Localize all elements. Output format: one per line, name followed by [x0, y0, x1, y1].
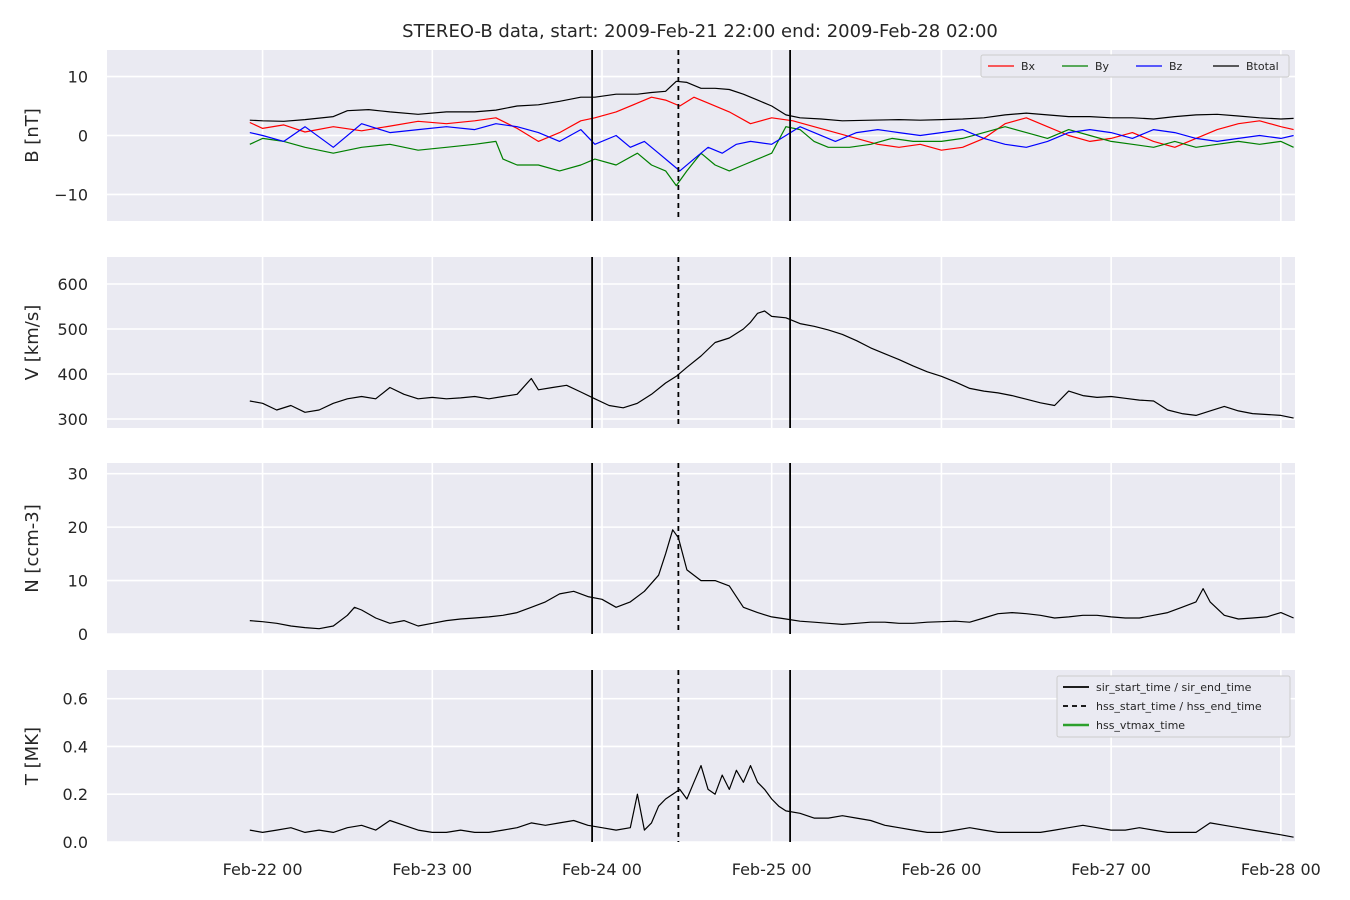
panel-N: 0 10 20 30 N [ccm-3] — [22, 463, 1295, 644]
x-tick-label: Feb-25 00 — [732, 860, 812, 879]
panel-V: 300 400 500 600 V [km/s] — [22, 257, 1295, 429]
panel-V-y-tick-label: 600 — [57, 275, 88, 294]
panel-B-y-tick-label: −10 — [54, 185, 88, 204]
panel-V-y-tick-label: 500 — [57, 320, 88, 339]
legend-b-label-Btotal: Btotal — [1246, 60, 1279, 73]
x-tick-label: Feb-27 00 — [1071, 860, 1151, 879]
x-tick-label: Feb-22 00 — [223, 860, 303, 879]
legend-b-frame — [980, 54, 1290, 78]
panel-T-y-tick-label: 0.0 — [63, 833, 88, 852]
legend-events-label-0: sir_start_time / sir_end_time — [1096, 681, 1252, 694]
legend-b-label-Bz: Bz — [1169, 60, 1183, 73]
series-Btotal — [249, 80, 1294, 122]
panel-T: 0.0 0.2 0.4 0.6 T [MK] sir_start_time / sir_e… — [22, 670, 1295, 852]
panel-V-y-axis-label: V [km/s] — [22, 305, 43, 380]
series-T — [249, 765, 1294, 838]
chart-title: STEREO-B data, start: 2009-Feb-21 22:00 … — [402, 21, 998, 42]
series-By — [249, 126, 1294, 187]
panel-V-y-tick-label: 300 — [57, 410, 88, 429]
panel-N-y-tick-label: 20 — [68, 518, 88, 537]
panel-V-background — [107, 257, 1295, 428]
legend-events-label-2: hss_vtmax_time — [1096, 719, 1185, 732]
panel-B-y-axis-label: B [nT] — [22, 108, 43, 163]
series-N — [249, 529, 1294, 630]
panel-B-y-tick-label: 0 — [78, 127, 88, 146]
series-Bx — [249, 96, 1294, 151]
series-V — [249, 310, 1294, 419]
panel-N-y-tick-label: 0 — [78, 625, 88, 644]
legend-b-label-Bx: Bx — [1021, 60, 1036, 73]
panel-T-y-tick-label: 0.4 — [63, 737, 88, 756]
panel-N-y-tick-label: 30 — [68, 465, 88, 484]
legend-events-label-1: hss_start_time / hss_end_time — [1096, 700, 1262, 713]
x-axis-ticks: Feb-22 00 Feb-23 00 Feb-24 00 Feb-25 00 Feb-… — [223, 860, 1321, 879]
panel-T-y-axis-label: T [MK] — [22, 727, 43, 786]
panel-T-series-group — [249, 765, 1294, 838]
panel-V-y-tick-label: 400 — [57, 365, 88, 384]
panel-N-series-group — [249, 529, 1294, 630]
panel-V-series-group — [249, 310, 1294, 419]
panel-B: −10 0 10 B [nT] Bx By Bz Btotal — [22, 50, 1295, 221]
panel-N-y-tick-label: 10 — [68, 572, 88, 591]
x-tick-label: Feb-26 00 — [901, 860, 981, 879]
legend-events: sir_start_time / sir_end_time hss_start_t… — [1056, 675, 1291, 738]
legend-events-frame — [1056, 675, 1291, 738]
panel-N-background — [107, 463, 1295, 634]
x-tick-label: Feb-24 00 — [562, 860, 642, 879]
legend-b: Bx By Bz Btotal — [980, 54, 1290, 78]
panel-T-y-tick-label: 0.6 — [63, 690, 88, 709]
legend-b-label-By: By — [1095, 60, 1110, 73]
panel-B-y-tick-label: 10 — [68, 68, 88, 87]
x-tick-label: Feb-28 00 — [1241, 860, 1321, 879]
panel-B-series-group — [249, 80, 1294, 187]
panel-N-y-axis-label: N [ccm-3] — [22, 504, 43, 593]
panel-T-y-tick-label: 0.2 — [63, 785, 88, 804]
x-tick-label: Feb-23 00 — [392, 860, 472, 879]
series-Bz — [249, 123, 1294, 172]
